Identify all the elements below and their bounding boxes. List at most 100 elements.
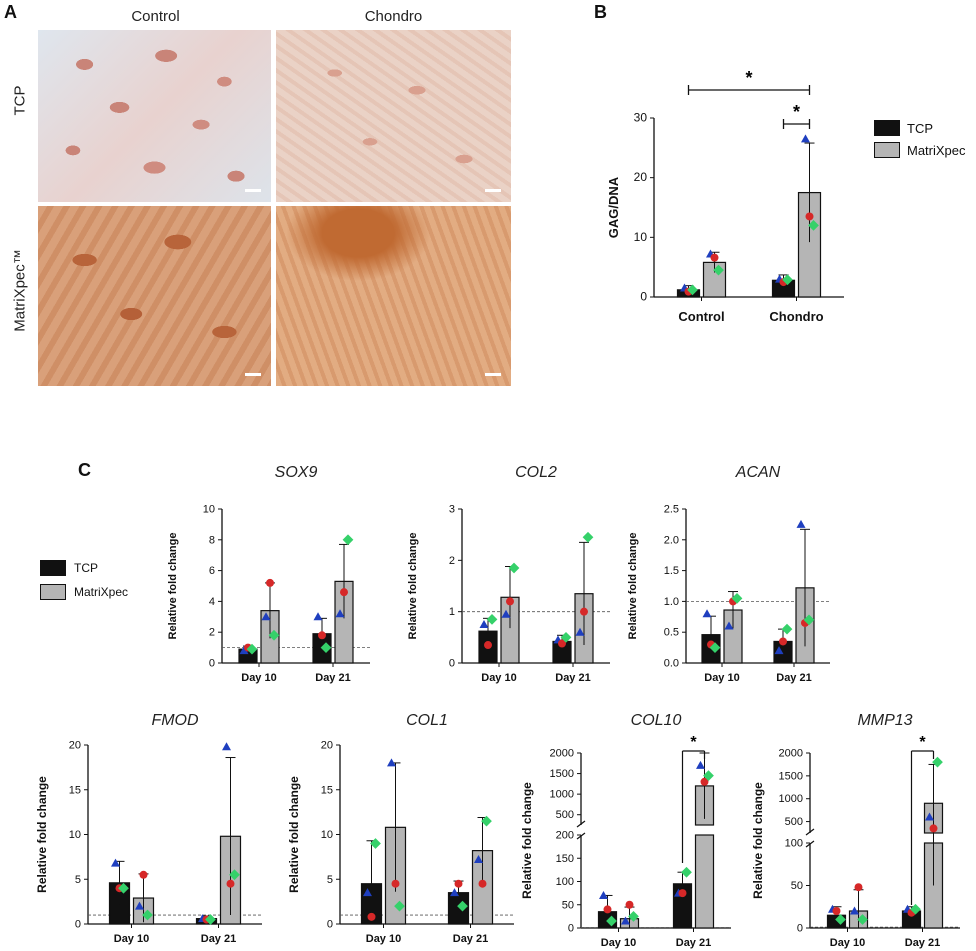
chart-sox9: SOX9 Relative fold change 0 2 4 6 8 10 Day 10 Day… bbox=[167, 464, 370, 684]
data-point bbox=[710, 253, 719, 262]
data-point bbox=[696, 760, 705, 769]
legend-label-matrixpec: MatriXpec bbox=[907, 142, 966, 158]
x-tick-label: Day 10 bbox=[704, 672, 739, 684]
data-point bbox=[391, 879, 400, 888]
micrograph-matrixpec-control bbox=[38, 206, 271, 386]
data-point bbox=[774, 646, 784, 655]
y-tick-label: 0 bbox=[568, 923, 574, 935]
x-tick-label: Day 21 bbox=[905, 937, 940, 949]
x-tick-label: Chondro bbox=[769, 309, 823, 324]
x-tick-label: Day 10 bbox=[241, 672, 276, 684]
y-tick-label: 2.0 bbox=[664, 534, 679, 546]
data-point bbox=[603, 905, 612, 914]
data-point bbox=[932, 756, 943, 768]
data-point bbox=[261, 612, 271, 621]
data-point bbox=[850, 906, 859, 915]
chart-title: COL2 bbox=[515, 464, 557, 481]
data-point bbox=[457, 900, 468, 912]
axis-break-mark bbox=[805, 840, 815, 848]
micrograph-matrixpec-chondro bbox=[276, 206, 511, 386]
data-point bbox=[313, 612, 323, 621]
micro-row-label-tcp: TCP bbox=[11, 85, 29, 116]
data-point bbox=[363, 888, 372, 897]
chart-gag-dna: GAG/DNA 0 10 20 30 Control Chondro * * bbox=[606, 68, 844, 324]
data-point bbox=[484, 641, 492, 650]
y-tick-label: 2 bbox=[449, 555, 455, 567]
y-tick-label: 2.5 bbox=[664, 504, 679, 516]
y-tick-label: 1.0 bbox=[664, 596, 679, 608]
data-point bbox=[621, 916, 630, 925]
data-point bbox=[239, 646, 249, 655]
y-tick-label: 0 bbox=[75, 919, 81, 931]
y-tick-label: 5 bbox=[75, 874, 81, 886]
micro-col-label-chondro: Chondro bbox=[364, 8, 423, 25]
y-axis-label: GAG/DNA bbox=[606, 176, 621, 238]
y-tick-label: 1500 bbox=[779, 770, 803, 782]
y-tick-label: 50 bbox=[791, 880, 803, 892]
y-tick-label: 2 bbox=[209, 627, 215, 639]
y-tick-label: 0 bbox=[640, 290, 647, 304]
x-tick-label: Day 10 bbox=[366, 933, 401, 945]
data-point bbox=[501, 609, 511, 618]
y-tick-label: 1000 bbox=[779, 793, 803, 805]
y-tick-label: 0.0 bbox=[664, 658, 679, 670]
legend-c: TCP MatriXpec bbox=[40, 560, 150, 600]
legend-b-item-tcp: TCP bbox=[874, 120, 974, 136]
axis-break-mark bbox=[576, 820, 586, 828]
chart-title: COL10 bbox=[631, 712, 682, 729]
x-tick-label: Day 10 bbox=[481, 672, 516, 684]
legend-label-tcp: TCP bbox=[74, 561, 98, 575]
data-point bbox=[335, 609, 345, 618]
x-tick-label: Day 21 bbox=[555, 672, 590, 684]
significance-star: * bbox=[690, 734, 697, 751]
chart-title: SOX9 bbox=[275, 464, 318, 481]
data-point bbox=[702, 609, 712, 618]
y-tick-label: 1 bbox=[449, 606, 455, 618]
y-axis-label: Relative fold change bbox=[35, 776, 49, 893]
data-point bbox=[111, 858, 120, 867]
data-point bbox=[478, 879, 487, 888]
legend-swatch-tcp bbox=[874, 120, 900, 136]
y-tick-label: 50 bbox=[562, 899, 574, 911]
data-point bbox=[367, 912, 376, 921]
micrograph-tcp-chondro bbox=[276, 30, 511, 202]
data-point bbox=[724, 621, 734, 630]
panel-c-label: C bbox=[78, 460, 91, 480]
data-point bbox=[580, 607, 588, 616]
y-tick-label: 20 bbox=[69, 740, 81, 752]
significance-star: * bbox=[745, 68, 752, 88]
chart-acan: ACAN Relative fold change 0.0 0.5 1.0 1.5 2.0 2… bbox=[627, 464, 830, 684]
panel-a-label: A bbox=[4, 2, 17, 22]
y-axis-label: Relative fold change bbox=[407, 533, 419, 640]
data-point bbox=[929, 824, 938, 833]
scale-bar bbox=[245, 189, 261, 192]
data-point bbox=[268, 629, 280, 641]
x-tick-label: Day 21 bbox=[453, 933, 488, 945]
y-tick-label: 2000 bbox=[550, 748, 574, 760]
x-tick-label: Day 21 bbox=[315, 672, 350, 684]
legend-b: TCP MatriXpec bbox=[874, 120, 974, 158]
y-tick-label: 0 bbox=[209, 658, 215, 670]
chart-title: FMOD bbox=[151, 712, 199, 729]
y-tick-label: 30 bbox=[634, 111, 648, 125]
bar bbox=[694, 834, 715, 929]
y-tick-label: 0.5 bbox=[664, 627, 679, 639]
data-point bbox=[782, 274, 793, 286]
micro-col-label-control: Control bbox=[131, 8, 180, 25]
data-point bbox=[678, 889, 687, 898]
y-tick-label: 10 bbox=[203, 504, 215, 516]
data-point bbox=[135, 901, 144, 910]
data-point bbox=[854, 883, 863, 892]
data-point bbox=[394, 900, 405, 912]
data-point bbox=[558, 639, 566, 648]
y-tick-label: 100 bbox=[785, 838, 803, 850]
scale-bar bbox=[485, 189, 501, 192]
y-axis-label: Relative fold change bbox=[167, 533, 179, 640]
y-tick-label: 1500 bbox=[550, 768, 574, 780]
data-point bbox=[320, 642, 332, 653]
y-tick-label: 10 bbox=[634, 230, 648, 244]
y-tick-label: 150 bbox=[556, 853, 574, 865]
x-tick-label: Day 10 bbox=[114, 933, 149, 945]
y-tick-label: 0 bbox=[797, 923, 803, 935]
